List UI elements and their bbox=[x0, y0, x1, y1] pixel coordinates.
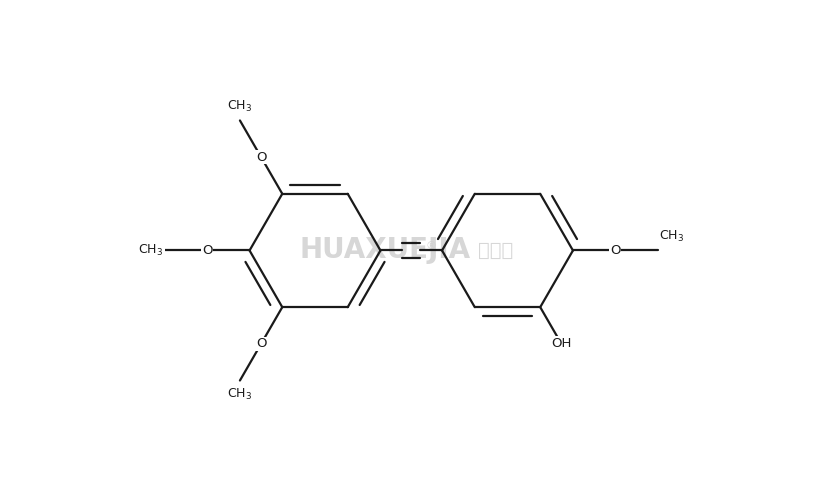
Text: O: O bbox=[256, 151, 266, 164]
Text: O: O bbox=[610, 244, 621, 257]
Text: 化学加: 化学加 bbox=[478, 241, 512, 260]
Text: ®: ® bbox=[425, 241, 436, 251]
Text: O: O bbox=[256, 337, 266, 350]
Text: O: O bbox=[202, 244, 213, 257]
Text: CH$_3$: CH$_3$ bbox=[139, 243, 164, 258]
Text: OH: OH bbox=[551, 337, 571, 350]
Text: HUAXUEJIA: HUAXUEJIA bbox=[300, 237, 470, 264]
Text: CH$_3$: CH$_3$ bbox=[228, 99, 253, 114]
Text: CH$_3$: CH$_3$ bbox=[659, 229, 684, 244]
Text: CH$_3$: CH$_3$ bbox=[228, 387, 253, 402]
